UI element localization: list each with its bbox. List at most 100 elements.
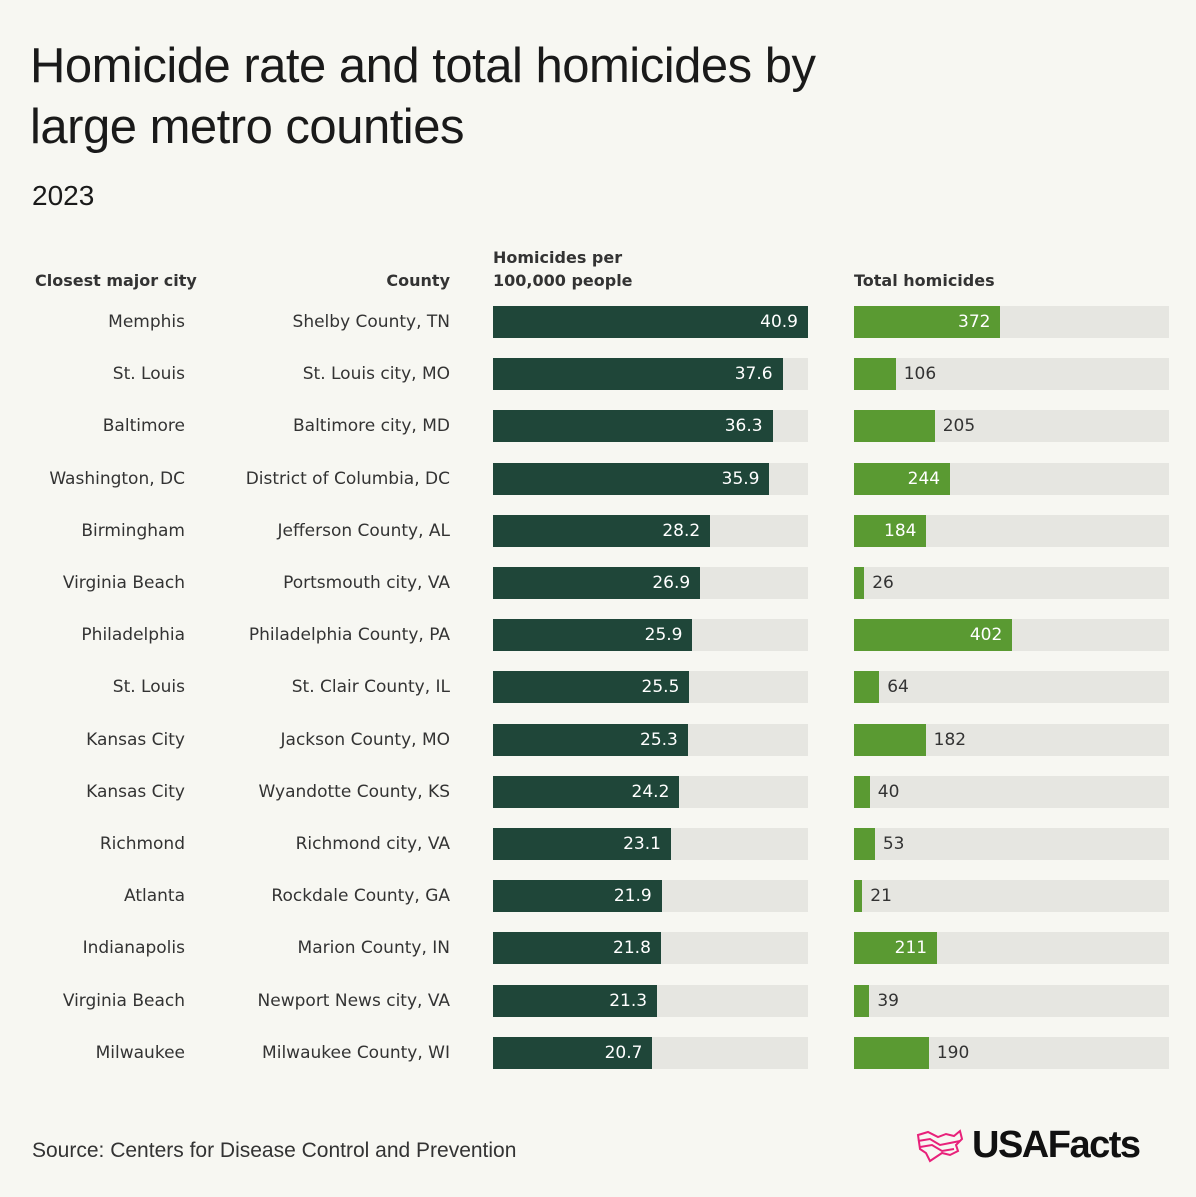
rate-bar [493,775,680,808]
city-label: Indianapolis [82,938,185,959]
total-bar [854,567,865,599]
total-value-label: 182 [933,729,967,750]
total-value-label: 40 [877,781,900,802]
rate-value-label: 28.2 [662,520,701,541]
total-value-label: 106 [903,364,937,385]
usa-map-icon [916,1128,964,1162]
city-label: Memphis [108,312,185,332]
city-label: Virginia Beach [62,573,185,593]
city-label: Philadelphia [81,625,185,646]
city-label: St. Louis [112,677,185,698]
rate-bar [493,410,773,443]
rate-bar [493,828,671,860]
rate-value-label: 20.7 [604,1042,643,1063]
city-label: St. Louis [112,364,185,385]
county-label: Shelby County, TN [292,312,450,332]
rate-bar [493,306,808,338]
rate-value-label: 21.9 [613,886,652,907]
total-track: 21 [854,880,1169,913]
county-label: St. Clair County, IL [291,677,450,698]
total-track: 244 [854,462,1169,495]
total-track: 372 [854,306,1169,338]
total-bar [854,462,951,495]
total-bar [854,306,1001,338]
total-track: 402 [854,619,1169,652]
rate-bar [493,514,711,547]
city-label: Baltimore [102,416,185,437]
county-label: Philadelphia County, PA [248,625,450,646]
total-track: 39 [854,984,1169,1017]
rate-bar [493,462,770,495]
rate-track: 35.9 [493,462,808,495]
rate-track: 25.9 [493,619,808,652]
rate-bar [493,723,688,756]
total-track: 53 [854,828,1169,860]
rate-value-label: 24.2 [631,781,670,802]
city-label: Atlanta [124,886,185,907]
total-value-label: 39 [877,990,899,1011]
county-label: Rockdale County, GA [271,886,450,907]
header-total: Total homicides [854,271,995,290]
chart-subtitle: 2023 [32,180,95,211]
rate-bar [493,619,693,652]
usafacts-logo: USAFacts [916,1124,1141,1167]
county-label: Newport News city, VA [257,990,450,1011]
total-bar [854,723,926,756]
rate-bar [493,932,661,965]
rate-value-label: 26.9 [652,573,691,593]
city-label: Kansas City [86,729,185,750]
header-rate: Homicides per 100,000 people [493,248,633,290]
city-label: Birmingham [81,520,185,541]
total-bar [854,932,938,965]
rate-track: 21.8 [493,932,808,965]
total-track: 40 [854,775,1169,808]
rate-value-label: 25.5 [641,677,680,698]
total-bar [854,514,927,547]
total-bar [854,775,870,808]
chart-title: Homicide rate and total homicides by lar… [30,39,816,154]
total-bar [854,410,935,443]
rate-track: 21.3 [493,984,808,1017]
rate-value-label: 37.6 [734,364,773,385]
rate-track: 23.1 [493,828,808,860]
total-bar [854,671,880,704]
county-label: St. Louis city, MO [302,364,450,385]
total-track: 190 [854,1036,1169,1069]
logo-text: USAFacts [972,1124,1141,1166]
rate-track: 40.9 [493,306,808,338]
county-label: District of Columbia, DC [245,468,450,489]
source-note: Source: Centers for Disease Control and … [32,1139,517,1162]
rate-bar [493,984,658,1017]
total-value-label: 211 [894,938,928,959]
total-value-label: 184 [884,520,917,541]
total-track: 211 [854,932,1169,965]
total-value-label: 26 [872,573,894,593]
city-label: Virginia Beach [62,990,185,1011]
city-label: Richmond [99,834,185,854]
rate-bar [493,1036,653,1069]
rate-track: 25.5 [493,671,808,704]
total-value-label: 402 [969,625,1003,646]
total-value-label: 190 [936,1042,970,1063]
total-track: 205 [854,410,1169,443]
county-label: Jefferson County, AL [277,520,450,541]
header-county: County [386,271,450,290]
rate-bar [493,358,783,391]
rate-track: 26.9 [493,567,808,599]
total-track: 182 [854,723,1169,756]
rate-value-label: 35.9 [721,468,760,489]
total-bar [854,358,896,391]
rate-track: 20.7 [493,1036,808,1069]
city-label: Kansas City [86,781,185,802]
county-label: Richmond city, VA [295,834,450,854]
total-bar [854,984,870,1017]
total-bar [854,1036,929,1069]
rate-track: 37.6 [493,358,808,391]
rate-track: 25.3 [493,723,808,756]
rate-value-label: 40.9 [760,312,798,332]
rate-value-label: 36.3 [724,416,763,437]
county-label: Marion County, IN [297,938,450,959]
total-track: 106 [854,358,1169,391]
county-label: Wyandotte County, KS [258,781,450,802]
